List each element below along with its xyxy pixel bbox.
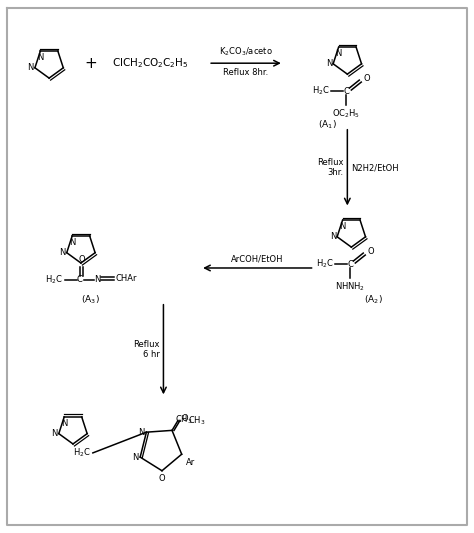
Text: N2H2/EtOH: N2H2/EtOH bbox=[351, 163, 399, 172]
Text: N: N bbox=[37, 53, 44, 62]
Text: H$_2$C: H$_2$C bbox=[73, 447, 91, 459]
Text: ArCOH/EtOH: ArCOH/EtOH bbox=[231, 254, 283, 263]
Text: +: + bbox=[84, 55, 97, 71]
Text: C: C bbox=[347, 260, 353, 269]
Text: N: N bbox=[336, 49, 342, 58]
Text: N: N bbox=[51, 429, 58, 438]
Text: H$_2$C: H$_2$C bbox=[311, 85, 329, 98]
Text: N: N bbox=[27, 63, 34, 72]
Text: C: C bbox=[77, 276, 83, 285]
Text: Reflux
3hr.: Reflux 3hr. bbox=[317, 158, 343, 177]
Text: O: O bbox=[159, 474, 165, 483]
Text: N: N bbox=[330, 232, 336, 241]
Text: (A$_2$): (A$_2$) bbox=[364, 294, 383, 306]
Text: N: N bbox=[138, 427, 145, 437]
Text: H$_2$C: H$_2$C bbox=[316, 258, 333, 270]
Text: NHNH$_2$: NHNH$_2$ bbox=[336, 281, 365, 293]
Text: OC$_2$H$_5$: OC$_2$H$_5$ bbox=[332, 108, 360, 120]
Text: Reflux
6 hr: Reflux 6 hr bbox=[133, 340, 159, 359]
Text: CHAr: CHAr bbox=[116, 274, 137, 283]
Text: N: N bbox=[132, 453, 138, 462]
Text: N: N bbox=[61, 419, 67, 428]
Text: N: N bbox=[339, 222, 346, 231]
Text: ClCH$_2$CO$_2$C$_2$H$_5$: ClCH$_2$CO$_2$C$_2$H$_5$ bbox=[112, 56, 189, 70]
Text: (A$_3$): (A$_3$) bbox=[82, 294, 100, 306]
Text: K$_2$CO$_3$/aceto: K$_2$CO$_3$/aceto bbox=[219, 46, 273, 58]
Text: (A$_1$): (A$_1$) bbox=[318, 119, 337, 131]
Text: CH$_3$: CH$_3$ bbox=[188, 414, 206, 427]
Text: H$_2$C: H$_2$C bbox=[45, 273, 63, 286]
Text: Reflux 8hr.: Reflux 8hr. bbox=[223, 68, 269, 77]
Text: C: C bbox=[344, 86, 349, 95]
Text: N: N bbox=[59, 248, 66, 257]
Text: O: O bbox=[78, 255, 85, 264]
Text: O: O bbox=[182, 414, 189, 423]
Text: N: N bbox=[326, 59, 332, 68]
Text: N: N bbox=[69, 238, 75, 247]
Text: O: O bbox=[367, 247, 374, 256]
Text: Ar: Ar bbox=[186, 458, 195, 467]
Text: O: O bbox=[363, 74, 370, 83]
Text: N: N bbox=[94, 276, 100, 285]
Text: CH$_3$: CH$_3$ bbox=[175, 414, 192, 426]
